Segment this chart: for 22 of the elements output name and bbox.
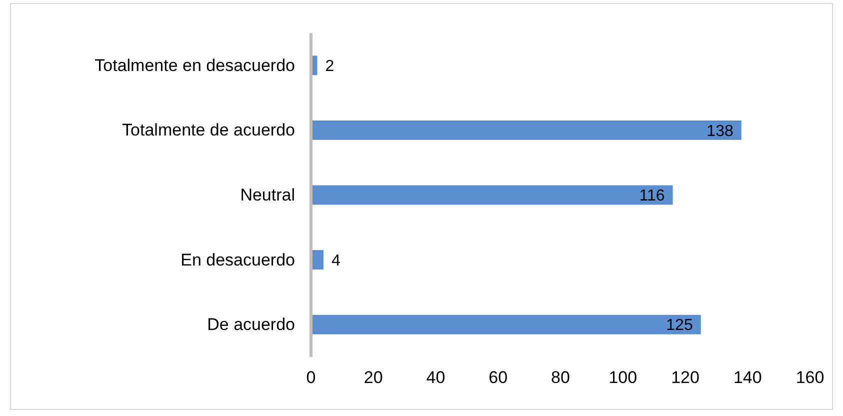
data-label: 125 bbox=[666, 317, 693, 334]
x-tick-label: 160 bbox=[796, 368, 824, 388]
x-tick-label: 100 bbox=[608, 368, 638, 388]
y-tick-label: Totalmente en desacuerdo bbox=[94, 56, 295, 75]
data-label: 138 bbox=[706, 122, 734, 140]
y-tick-label: De acuerdo bbox=[207, 315, 295, 334]
x-tick-label: 60 bbox=[488, 368, 508, 388]
data-label: 2 bbox=[325, 58, 334, 75]
y-tick-label: Totalmente de acuerdo bbox=[122, 120, 295, 140]
x-tick-label: 40 bbox=[426, 368, 446, 388]
x-tick-label: 80 bbox=[551, 368, 570, 388]
x-tick-label: 20 bbox=[364, 368, 383, 388]
x-tick-label: 120 bbox=[671, 368, 700, 388]
bar bbox=[311, 185, 673, 205]
y-tick-label: En desacuerdo bbox=[180, 250, 295, 270]
bar bbox=[311, 314, 701, 334]
x-tick-label: 0 bbox=[306, 368, 316, 388]
data-label: 4 bbox=[331, 252, 340, 270]
x-tick-label: 140 bbox=[733, 368, 762, 388]
data-label: 116 bbox=[639, 188, 665, 205]
y-tick-label: Neutral bbox=[240, 185, 295, 204]
bar bbox=[311, 120, 742, 140]
